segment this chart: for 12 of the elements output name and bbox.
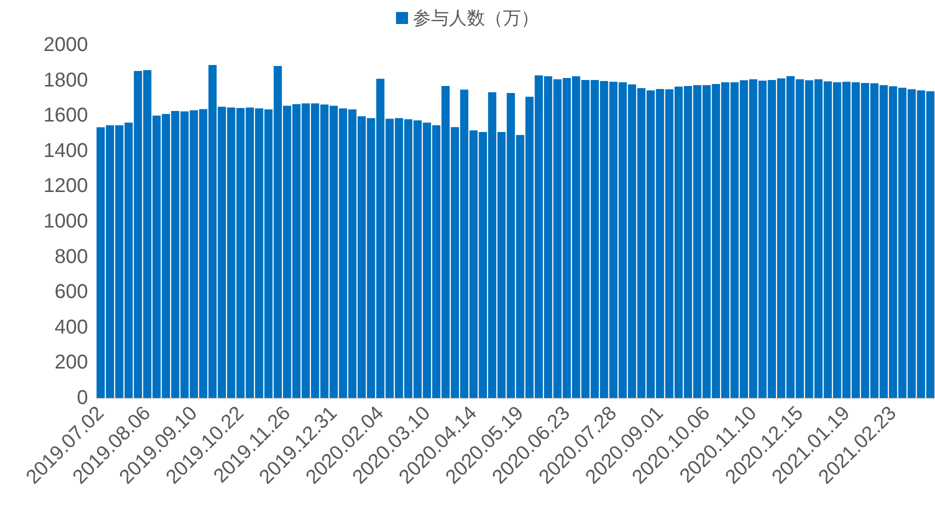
y-tick-label: 2000	[44, 34, 88, 56]
y-tick-label: 600	[54, 281, 88, 304]
y-tick-label: 400	[54, 316, 88, 338]
legend-label: 参与人数（万）	[413, 8, 539, 28]
y-tick-label: 200	[54, 352, 88, 374]
y-tick-label: 1000	[44, 210, 88, 232]
y-tick-label: 1600	[44, 104, 88, 127]
y-tick-label: 1800	[44, 69, 88, 92]
y-tick-label: 0	[76, 387, 88, 409]
y-tick-label: 1400	[44, 140, 88, 162]
y-tick-label: 800	[54, 246, 88, 268]
y-tick-label: 1200	[44, 175, 88, 198]
